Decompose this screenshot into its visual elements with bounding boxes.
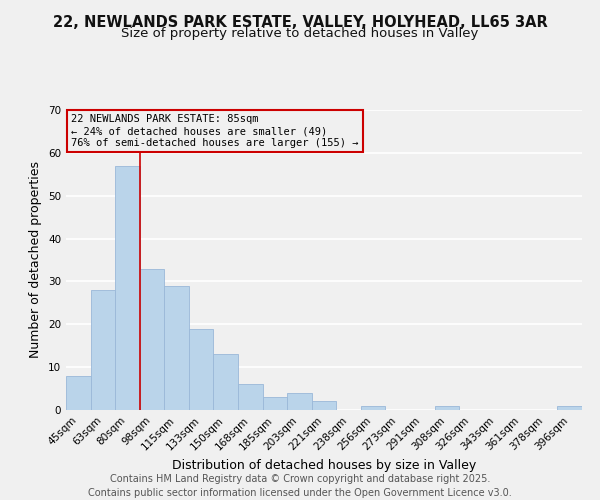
Bar: [140, 268, 164, 410]
Text: 22 NEWLANDS PARK ESTATE: 85sqm
← 24% of detached houses are smaller (49)
76% of : 22 NEWLANDS PARK ESTATE: 85sqm ← 24% of …: [71, 114, 359, 148]
Bar: [312, 402, 336, 410]
Bar: [238, 384, 263, 410]
Y-axis label: Number of detached properties: Number of detached properties: [29, 162, 43, 358]
Bar: [189, 328, 214, 410]
Bar: [214, 354, 238, 410]
Text: Size of property relative to detached houses in Valley: Size of property relative to detached ho…: [121, 28, 479, 40]
Bar: [361, 406, 385, 410]
Text: 22, NEWLANDS PARK ESTATE, VALLEY, HOLYHEAD, LL65 3AR: 22, NEWLANDS PARK ESTATE, VALLEY, HOLYHE…: [53, 15, 547, 30]
Text: Contains HM Land Registry data © Crown copyright and database right 2025.
Contai: Contains HM Land Registry data © Crown c…: [88, 474, 512, 498]
Bar: [434, 406, 459, 410]
Bar: [263, 397, 287, 410]
Bar: [557, 406, 582, 410]
Bar: [287, 393, 312, 410]
X-axis label: Distribution of detached houses by size in Valley: Distribution of detached houses by size …: [172, 458, 476, 471]
Bar: [164, 286, 189, 410]
Bar: [66, 376, 91, 410]
Bar: [91, 290, 115, 410]
Bar: [115, 166, 140, 410]
